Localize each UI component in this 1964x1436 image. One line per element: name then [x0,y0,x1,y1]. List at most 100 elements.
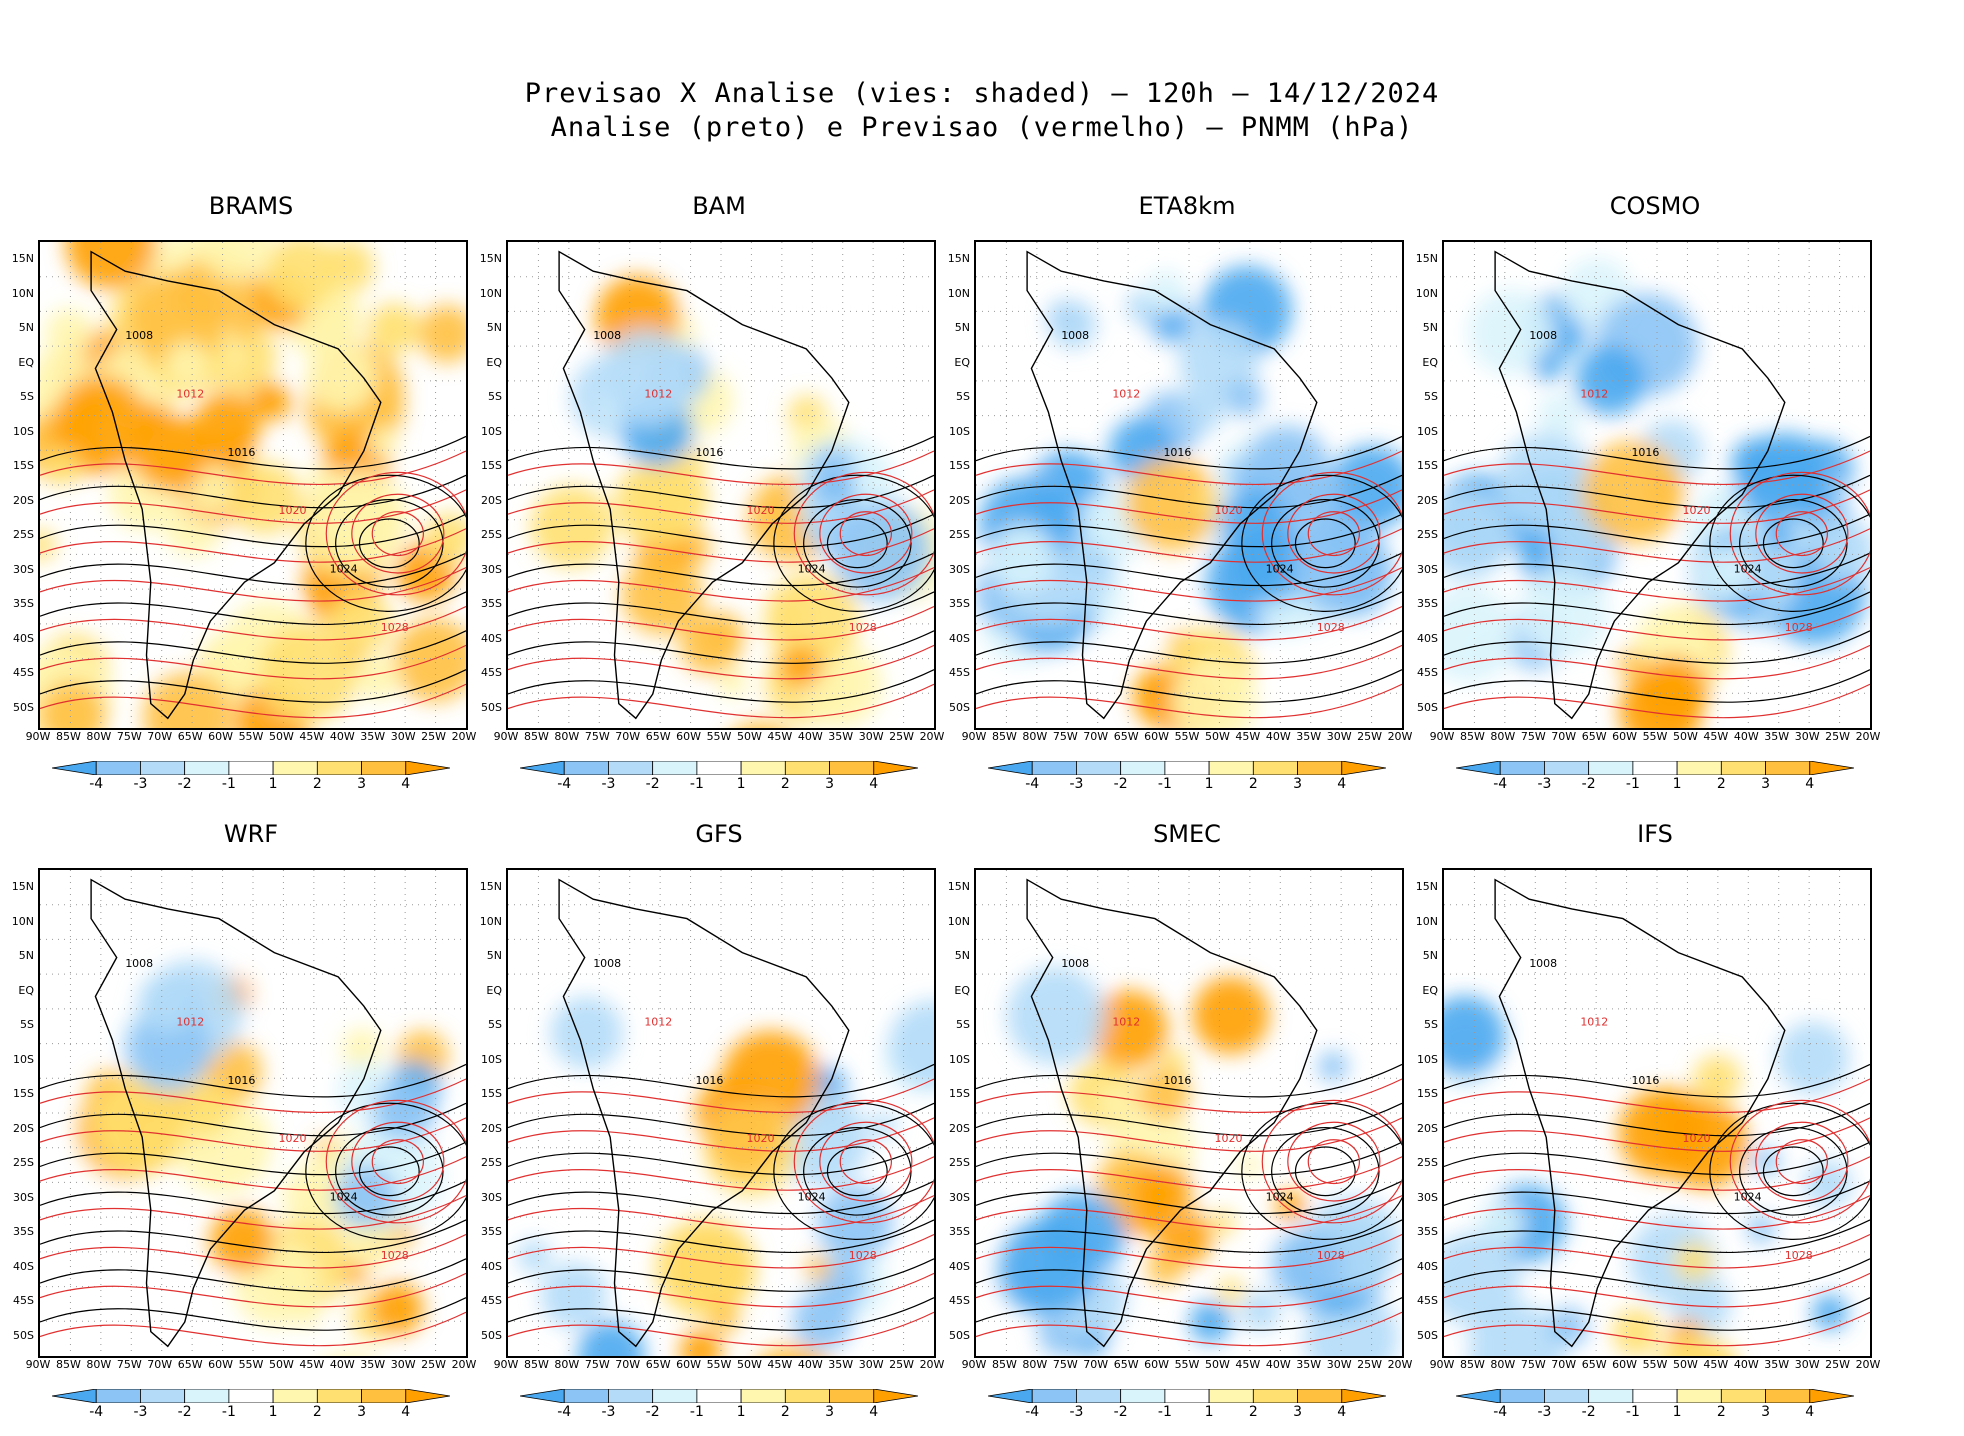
isobar-label: 1016 [695,1074,723,1087]
isobar-label: 1012 [1580,388,1608,401]
lat-label: 10N [11,914,34,928]
lon-label: 40W [1265,730,1291,743]
lat-label: 15S [481,1087,502,1100]
colorbar [519,1388,919,1404]
lat-label: 10N [11,286,34,300]
colorbar-swatch [1120,1388,1166,1404]
isobar-label: 1020 [1683,1132,1711,1145]
south-america-coastline [558,250,850,720]
map-panel-eta8km: 1008 1012 1016 1020 1024 1028 [974,240,1404,730]
isobar-label: 1028 [381,621,409,634]
colorbar-swatch [1809,1388,1855,1404]
colorbar [51,760,451,776]
bias-patch [1189,1301,1232,1344]
bias-patch [1746,1214,1776,1244]
lat-label: EQ [486,983,502,997]
lat-label: 45S [1417,666,1438,679]
colorbar-label: -3 [133,1404,148,1420]
lon-label: 50W [1672,1358,1698,1371]
lat-label: 30S [481,562,502,576]
colorbar-swatch [316,760,362,776]
lon-label: 70W [147,730,173,743]
colorbar-label: -4 [557,1404,572,1420]
bias-patch [1650,475,1683,509]
isobar-label: 1020 [1215,504,1243,517]
bias-patch [341,1028,382,1069]
colorbar-swatch [740,1388,786,1404]
lon-label: 90W [961,730,987,743]
lat-label: EQ [18,355,34,369]
isobar-contours [1444,1063,1870,1347]
lon-label: 70W [1551,1358,1577,1371]
isobar-label: 1024 [1734,562,1762,575]
lat-lon-grid [1444,870,1870,1356]
colorbar-label: 4 [1337,1404,1347,1420]
lon-label: 85W [523,1358,549,1371]
lon-label: 70W [147,1358,173,1371]
isobar-label: 1016 [695,446,723,459]
lon-label: 85W [523,730,549,743]
bias-patch [1225,378,1264,418]
lat-label: 15S [481,459,502,472]
lon-label: 45W [1235,1358,1261,1371]
bias-patch [1089,990,1168,1069]
colorbar [1455,760,1855,776]
lon-label: 45W [299,730,325,743]
bias-patch [1099,1086,1131,1119]
lat-label: 10S [13,424,34,438]
panel-title-wrf: WRF [223,820,279,848]
bias-patch [180,1081,233,1134]
bias-patch [1776,1021,1850,1095]
map-panel-wrf: 1008 1012 1016 1020 1024 1028 [38,868,468,1358]
colorbar-label: 1 [1672,1404,1682,1420]
lat-label: 45S [13,1294,34,1307]
lat-label: 50S [1417,700,1438,714]
colorbar-label: -4 [1493,1404,1508,1420]
colorbar-swatch [873,1388,919,1404]
lon-label: 75W [584,1358,610,1371]
colorbar-label: 1 [1204,776,1214,792]
colorbar-label: -4 [1493,776,1508,792]
bias-patch [1291,517,1389,615]
colorbar-swatch [987,760,1033,776]
lat-label: 40S [13,631,34,645]
lat-label: 5S [20,390,34,403]
colorbar-label: -2 [1113,776,1128,792]
colorbar-label: -1 [689,776,704,792]
lon-label: 25W [421,1358,446,1371]
south-america-coastline [1494,250,1786,720]
lat-label: 35S [481,1225,502,1238]
colorbar-swatch [829,1388,875,1404]
lon-label: 75W [584,730,610,743]
panel-title-ifs: IFS [1637,820,1673,848]
lon-label: 90W [25,1358,51,1371]
lon-label: 80W [554,1358,580,1371]
lat-label: 10N [479,286,502,300]
isobar-label: 1012 [176,1016,204,1029]
colorbar-swatch [873,760,919,776]
lat-label: 40S [949,631,970,645]
bias-patch [1144,270,1187,313]
lat-label: 20S [1417,493,1438,507]
lat-label: 20S [949,1121,970,1135]
lon-label: 55W [1642,730,1668,743]
bias-patch [65,242,157,290]
colorbar-swatch [1208,760,1254,776]
bias-patch [1158,312,1185,339]
panel-title-eta8km: ETA8km [1138,192,1236,220]
lon-label: 60W [1612,730,1637,743]
bias-patch [1612,1308,1661,1356]
colorbar-swatch [563,1388,609,1404]
bias-patch [577,1320,645,1356]
colorbar-label: -1 [1625,1404,1640,1420]
isobar-label: 1012 [644,388,672,401]
colorbar-label: -1 [1157,776,1172,792]
lon-label: 50W [1672,730,1698,743]
bias-map-svg: 1008 1012 1016 1020 1024 1028 [40,242,466,728]
lat-label: 20S [949,493,970,507]
lon-label: 45W [299,1358,325,1371]
lon-label: 20W [1387,730,1413,743]
bias-patch [127,270,226,369]
colorbar-swatch [829,760,875,776]
isobar-label: 1012 [1112,1016,1140,1029]
